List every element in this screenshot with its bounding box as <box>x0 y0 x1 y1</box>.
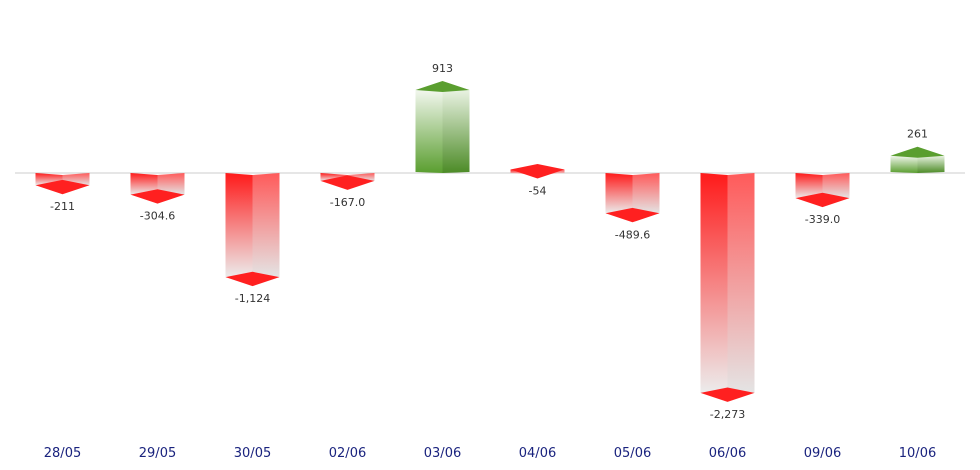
data-label: 261 <box>907 128 928 141</box>
category-labels-group: 28/05 29/05 30/05 02/06 03/06 04/06 05/06 06/06… <box>44 446 936 461</box>
bar-front-face <box>225 173 253 278</box>
bar <box>415 81 470 173</box>
bar-front-face <box>890 155 918 173</box>
bar <box>35 173 90 195</box>
value-labels-group: -211 -304.6 -1,124 -167.0 913 -54 -489.6 -2,273… <box>50 62 928 421</box>
data-label: -54 <box>529 184 547 197</box>
bar-side-face <box>442 90 470 173</box>
x-tick-label: 06/06 <box>709 446 746 461</box>
bar-cap <box>890 146 945 158</box>
data-label: -211 <box>50 200 75 213</box>
bar <box>130 173 185 204</box>
data-label: -2,273 <box>710 408 745 421</box>
bar-cap <box>700 387 755 402</box>
bar-cap <box>35 179 90 195</box>
bar-front-face <box>415 90 443 173</box>
bar-side-face <box>822 173 850 199</box>
x-tick-label: 05/06 <box>614 446 651 461</box>
x-tick-label: 03/06 <box>424 446 461 461</box>
bar-front-face <box>795 173 823 199</box>
bar <box>700 173 755 402</box>
bar-front-face <box>700 173 728 393</box>
bar-side-face <box>727 173 755 393</box>
bar-cap <box>795 192 850 208</box>
bar <box>510 164 565 179</box>
bar-cap <box>605 207 660 223</box>
data-label: -304.6 <box>140 210 175 223</box>
x-tick-label: 10/06 <box>899 446 936 461</box>
bar-front-face <box>605 173 633 214</box>
bar-cap <box>415 81 470 93</box>
bar-side-face <box>632 173 660 214</box>
x-tick-label: 30/05 <box>234 446 271 461</box>
bar <box>795 173 850 208</box>
bar-side-face <box>917 155 945 173</box>
data-label: 913 <box>432 62 453 75</box>
x-tick-label: 04/06 <box>519 446 556 461</box>
bar-front-face <box>130 173 158 195</box>
data-label: -339.0 <box>805 213 840 226</box>
x-tick-label: 29/05 <box>139 446 176 461</box>
data-label: -1,124 <box>235 292 270 305</box>
bar <box>890 146 945 173</box>
bar <box>605 173 660 223</box>
x-tick-label: 09/06 <box>804 446 841 461</box>
x-tick-label: 28/05 <box>44 446 81 461</box>
bar-cap <box>130 189 185 204</box>
bar-cap <box>320 175 375 190</box>
data-label: -489.6 <box>615 228 650 241</box>
bar-side-face <box>252 173 280 278</box>
bar <box>225 173 280 287</box>
bar-side-face <box>157 173 185 195</box>
x-tick-label: 02/06 <box>329 446 366 461</box>
bars-group <box>35 81 945 402</box>
data-label: -167.0 <box>330 196 365 209</box>
bar-cap <box>225 271 280 287</box>
bar <box>320 173 375 190</box>
bar-cap <box>510 164 565 179</box>
